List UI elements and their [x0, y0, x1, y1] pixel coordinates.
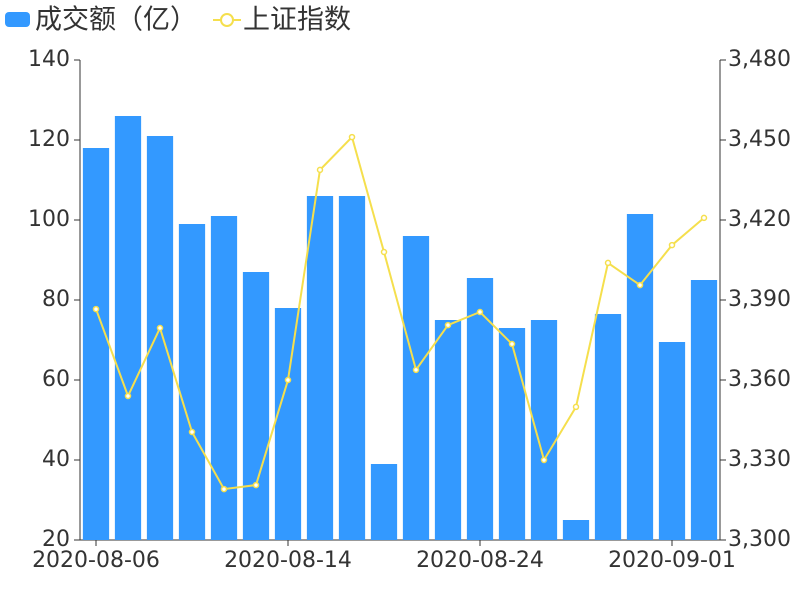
- bar: [146, 136, 174, 540]
- point: [636, 281, 644, 289]
- bar: [690, 280, 718, 540]
- legend-label: 上证指数: [243, 5, 351, 36]
- y2-tick-label: 3,360: [728, 367, 791, 392]
- point: [316, 166, 324, 174]
- point: [412, 366, 420, 374]
- bar: [306, 196, 334, 540]
- point: [284, 376, 292, 384]
- point: [700, 214, 708, 222]
- bar: [434, 320, 462, 540]
- bar: [82, 148, 110, 540]
- point: [124, 392, 132, 400]
- point: [476, 308, 484, 316]
- y2-tick-label: 3,390: [728, 287, 791, 312]
- point: [508, 340, 516, 348]
- point: [604, 259, 612, 267]
- point: [252, 481, 260, 489]
- bar: [658, 342, 686, 540]
- legend-label: 成交额（亿）: [35, 5, 197, 36]
- bar: [242, 272, 270, 540]
- point: [220, 485, 228, 493]
- point: [540, 456, 548, 464]
- x-tick-label: 2020-08-06: [32, 548, 160, 573]
- bar: [402, 236, 430, 540]
- line: [95, 135, 705, 491]
- y2-tick-label: 3,330: [728, 447, 791, 472]
- bar: [370, 464, 398, 540]
- point: [188, 428, 196, 436]
- bar: [626, 214, 654, 540]
- y-tick-label: 40: [42, 447, 70, 472]
- point: [348, 133, 356, 141]
- y2-tick-label: 3,420: [728, 207, 791, 232]
- point: [380, 248, 388, 256]
- y-tick-label: 100: [28, 207, 70, 232]
- bar: [466, 278, 494, 540]
- y2-tick-label: 3,300: [728, 527, 791, 552]
- point: [668, 241, 676, 249]
- bar: [274, 308, 302, 540]
- bar: [498, 328, 526, 540]
- x-tick-label: 2020-09-01: [608, 548, 736, 573]
- y2-tick-label: 3,450: [728, 127, 791, 152]
- x-tick-label: 2020-08-24: [416, 548, 544, 573]
- point: [572, 403, 580, 411]
- y2-tick-label: 3,480: [728, 47, 791, 72]
- bar: [338, 196, 366, 540]
- point: [444, 321, 452, 329]
- bar: [114, 116, 142, 540]
- y-tick-label: 20: [42, 527, 70, 552]
- x-tick-label: 2020-08-14: [224, 548, 352, 573]
- point: [92, 305, 100, 313]
- bar: [594, 314, 622, 540]
- point: [156, 324, 164, 332]
- legend-swatch: [5, 12, 30, 27]
- y-tick-label: 140: [28, 47, 70, 72]
- y-tick-label: 60: [42, 367, 70, 392]
- bar: [562, 520, 590, 540]
- legend-swatch-point: [220, 13, 234, 27]
- y-tick-label: 80: [42, 287, 70, 312]
- y-tick-label: 120: [28, 127, 70, 152]
- bar: [178, 224, 206, 540]
